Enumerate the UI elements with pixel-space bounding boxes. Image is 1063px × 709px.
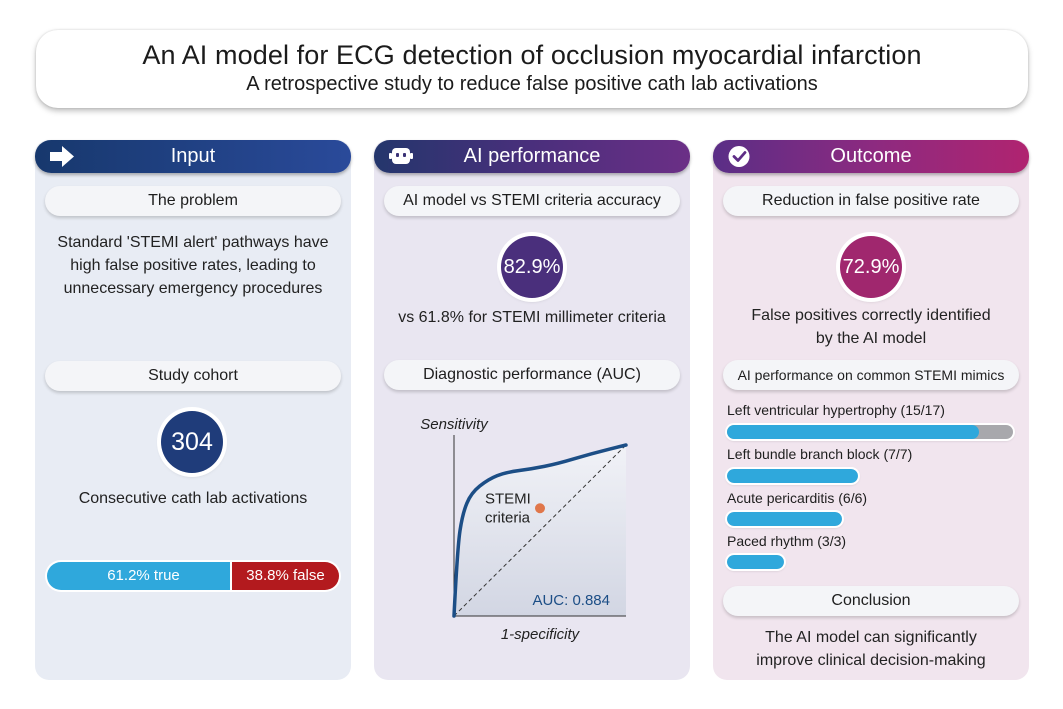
stemi-criteria-point xyxy=(535,503,545,514)
page-title: An AI model for ECG detection of occlusi… xyxy=(142,40,922,70)
conclusion-text: The AI model can significantly improve c… xyxy=(713,626,1029,672)
reduction-text-line: False positives correctly identified xyxy=(751,307,991,324)
mimic-label: Paced rhythm (3/3) xyxy=(727,533,847,549)
stemi-point-label: criteria xyxy=(485,509,531,526)
mimics-pill: AI performance on common STEMI mimics xyxy=(723,360,1019,390)
page-subtitle: A retrospective study to reduce false po… xyxy=(246,73,818,95)
accuracy-pill: AI model vs STEMI criteria accuracy xyxy=(384,186,680,216)
problem-text-line: Standard 'STEMI alert' pathways have xyxy=(57,234,329,251)
title-banner: An AI model for ECG detection of occlusi… xyxy=(36,30,1028,108)
mimic-bar-fill xyxy=(727,512,842,526)
roc-curve xyxy=(452,443,628,618)
problem-text-line: unnecessary emergency procedures xyxy=(63,280,323,297)
stemi-point-label: STEMI xyxy=(485,490,531,507)
reduction-pill: Reduction in false positive rate xyxy=(723,186,1019,216)
mimic-bar-fill xyxy=(727,425,980,439)
conclusion-text-line: improve clinical decision-making xyxy=(756,652,986,669)
mimic-bar-fill xyxy=(727,555,784,569)
arrow-right-icon xyxy=(50,146,74,167)
check-circle-icon xyxy=(728,146,750,167)
problem-text: Standard 'STEMI alert' pathways have hig… xyxy=(35,231,351,300)
conclusion-text-line: The AI model can significantly xyxy=(765,629,977,646)
reduction-text: False positives correctly identified by … xyxy=(713,304,1029,350)
x-axis-label: 1-specificity xyxy=(501,626,581,643)
input-column: Input The problem Standard 'STEMI alert'… xyxy=(35,140,351,680)
auc-pill: Diagnostic performance (AUC) xyxy=(384,360,680,390)
mimic-bar-track xyxy=(727,555,784,569)
ai-header: AI performance xyxy=(374,140,690,173)
reduction-text-line: by the AI model xyxy=(815,330,927,347)
cohort-pill: Study cohort xyxy=(45,361,341,391)
roc-chart: STEMI criteria AUC: 0.884 Sensitivity 1-spec… xyxy=(420,416,628,643)
outcome-header-label: Outcome xyxy=(830,145,912,167)
problem-pill: The problem xyxy=(45,186,341,216)
reference-diagonal xyxy=(453,444,627,617)
accuracy-text: vs 61.8% for STEMI millimeter criteria xyxy=(398,309,666,326)
mimic-bar-track xyxy=(727,469,858,483)
problem-text-line: high false positive rates, leading to xyxy=(70,257,316,274)
mimic-bar-track xyxy=(727,512,842,526)
ai-header-label: AI performance xyxy=(463,145,601,167)
y-axis-label: Sensitivity xyxy=(420,416,489,433)
robot-icon xyxy=(389,148,413,164)
accuracy-circle: 82.9% xyxy=(501,236,563,298)
mimic-bar-track xyxy=(727,425,1013,439)
cohort-text: Consecutive cath lab activations xyxy=(78,490,308,507)
ai-performance-column: AI performance AI model vs STEMI criteri… xyxy=(374,140,690,680)
false-segment: 38.8% false xyxy=(232,562,339,590)
mimic-label: Left ventricular hypertrophy (15/17) xyxy=(727,402,945,418)
mimic-bar-fill xyxy=(727,469,858,483)
outcome-column: Outcome Reduction in false positive rate… xyxy=(713,140,1029,680)
mimic-label: Acute pericarditis (6/6) xyxy=(727,490,868,506)
true-segment: 61.2% true xyxy=(47,562,240,590)
outcome-header: Outcome xyxy=(713,140,1029,173)
input-header-label: Input xyxy=(170,145,216,167)
conclusion-pill: Conclusion xyxy=(723,586,1019,616)
input-header: Input xyxy=(35,140,351,173)
mimic-label: Left bundle branch block (7/7) xyxy=(727,446,913,462)
reduction-circle: 72.9% xyxy=(840,236,902,298)
cohort-count-circle: 304 xyxy=(161,411,223,473)
auc-value-label: AUC: 0.884 xyxy=(532,592,610,609)
true-false-split-bar: 61.2% true 38.8% false xyxy=(47,562,339,590)
